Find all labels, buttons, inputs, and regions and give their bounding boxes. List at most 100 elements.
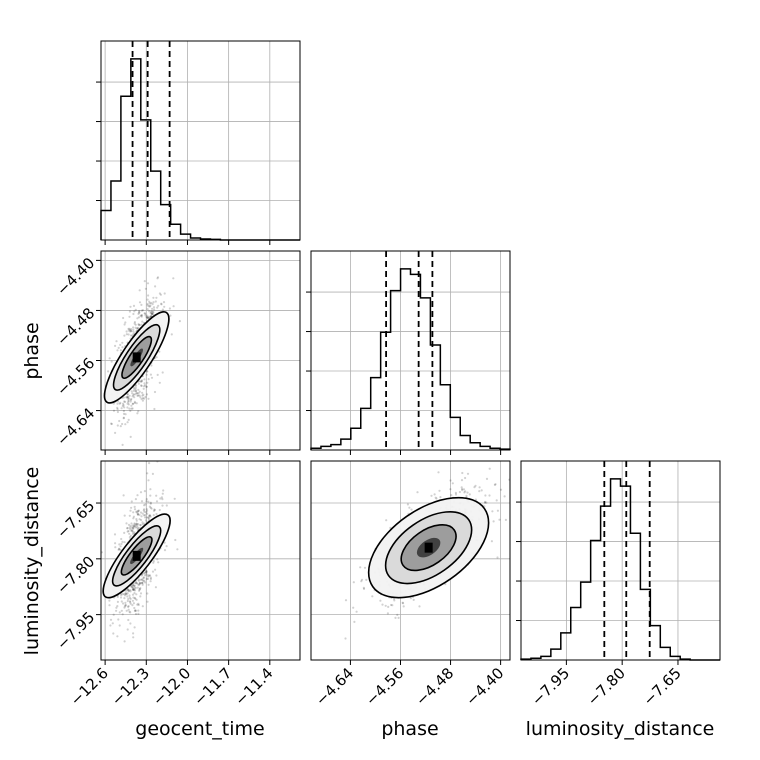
scatter-point — [124, 604, 127, 607]
scatter-point — [344, 637, 347, 640]
scatter-point — [461, 489, 464, 492]
scatter-point — [128, 594, 131, 597]
scatter-point — [143, 312, 146, 315]
scatter-point — [141, 605, 144, 608]
scatter-point — [139, 523, 142, 527]
scatter-point — [125, 330, 128, 333]
scatter-point — [143, 579, 146, 583]
scatter-point — [151, 312, 154, 315]
scatter-point — [114, 344, 117, 347]
scatter-point — [129, 329, 132, 332]
scatter-point — [128, 610, 131, 613]
scatter-point — [128, 394, 131, 397]
scatter-point — [155, 512, 158, 516]
scatter-point — [116, 595, 119, 599]
scatter-point — [115, 340, 118, 343]
density-peak — [132, 352, 141, 363]
scatter-point — [142, 572, 145, 575]
scatter-point — [144, 519, 147, 522]
scatter-point — [134, 389, 138, 392]
scatter-point — [129, 509, 132, 512]
scatter-point — [137, 509, 140, 512]
scatter-point — [131, 599, 134, 602]
scatter-point — [119, 596, 123, 599]
scatter-point — [145, 508, 148, 511]
scatter-point — [131, 593, 135, 596]
scatter-point — [141, 582, 144, 585]
scatter-point — [133, 606, 136, 610]
scatter-point — [390, 603, 393, 607]
scatter-point — [160, 302, 163, 305]
scatter-point — [138, 588, 141, 591]
scatter-point — [149, 576, 152, 579]
scatter-point — [120, 542, 123, 546]
scatter-point — [129, 602, 132, 605]
scatter-point — [134, 586, 137, 590]
scatter-point — [116, 349, 119, 352]
scatter-point — [132, 393, 135, 396]
scatter-point — [132, 386, 135, 389]
scatter-point — [140, 303, 143, 306]
scatter-point — [510, 479, 512, 481]
scatter-point — [145, 516, 148, 519]
scatter-point — [146, 316, 149, 319]
scatter-point — [108, 604, 111, 607]
scatter-point — [138, 513, 141, 517]
hist-panel-geocent-time — [96, 40, 301, 241]
scatter-point — [142, 576, 145, 579]
scatter-point — [126, 588, 129, 591]
scatter-point — [129, 622, 132, 625]
scatter-point — [461, 451, 463, 453]
scatter-point — [129, 398, 132, 401]
scatter-point — [128, 532, 131, 535]
scatter-point — [142, 393, 145, 396]
scatter-point — [140, 518, 143, 522]
scatter-point — [141, 309, 145, 312]
scatter-point — [133, 505, 136, 508]
scatter-point — [131, 395, 134, 398]
scatter-point — [133, 525, 136, 528]
scatter-point — [141, 523, 144, 526]
scatter-point — [480, 489, 483, 492]
scatter-point — [149, 488, 152, 491]
scatter-point — [132, 517, 135, 520]
x-tick-label: −12.6 — [67, 664, 112, 709]
scatter-point — [130, 390, 133, 393]
scatter-point — [126, 393, 129, 396]
scatter-point — [434, 496, 437, 499]
scatter-point — [158, 508, 161, 512]
scatter-point — [141, 399, 144, 402]
scatter-point — [149, 580, 152, 583]
scatter-point — [454, 491, 457, 494]
scatter-point — [121, 443, 124, 446]
scatter-point — [132, 527, 135, 530]
scatter-point — [517, 495, 519, 497]
scatter-point — [131, 402, 135, 405]
scatter-point — [490, 540, 493, 543]
scatter-point — [362, 587, 366, 591]
scatter-point — [147, 305, 150, 308]
scatter-point — [139, 595, 142, 598]
scatter-point — [130, 407, 133, 410]
scatter-point — [142, 509, 145, 512]
scatter-point — [114, 542, 117, 545]
scatter-point — [387, 605, 390, 609]
scatter-point — [126, 530, 129, 533]
scatter-point — [140, 397, 143, 401]
scatter-point — [132, 584, 136, 588]
scatter-point — [136, 513, 139, 516]
scatter-point — [133, 531, 136, 534]
scatter-point — [466, 472, 470, 475]
scatter-point — [136, 586, 139, 589]
scatter-point — [149, 514, 152, 517]
x-tick-label: −12.0 — [149, 664, 194, 709]
scatter-point — [127, 327, 130, 330]
scatter-point — [140, 384, 143, 387]
scatter-point — [158, 350, 161, 353]
scatter-point — [409, 597, 412, 600]
scatter-point — [130, 522, 133, 525]
scatter-point — [133, 388, 136, 391]
scatter-point — [130, 529, 133, 533]
scatter-point — [142, 387, 145, 390]
scatter-point — [128, 315, 131, 318]
